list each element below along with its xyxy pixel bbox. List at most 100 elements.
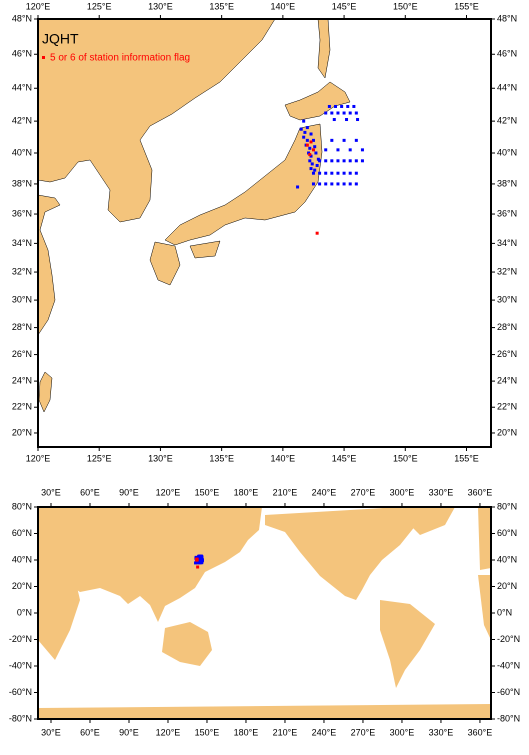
station-point — [336, 171, 340, 175]
x-tick-label: 130°E — [148, 1, 173, 11]
station-point — [348, 159, 352, 163]
station-point — [303, 130, 307, 134]
station-point — [318, 182, 322, 186]
station-point — [302, 119, 306, 123]
x-tick-label: 330°E — [429, 727, 454, 737]
station-point — [342, 171, 346, 175]
station-point — [354, 171, 358, 175]
x-tick-label: 330°E — [429, 487, 454, 497]
station-point — [346, 104, 350, 108]
station-point — [305, 138, 309, 142]
flagged-point — [315, 231, 319, 235]
station-point — [354, 111, 358, 115]
station-point — [313, 145, 317, 149]
y-tick-label: 22°N — [12, 402, 32, 412]
flagged-point — [196, 565, 200, 569]
station-point — [348, 182, 352, 186]
station-point — [324, 182, 328, 186]
x-tick-label: 30°E — [41, 487, 61, 497]
station-point — [360, 148, 364, 152]
x-tick-label: 140°E — [271, 453, 296, 463]
y-tick-label: 40°N — [497, 147, 517, 157]
station-point — [330, 111, 334, 115]
x-tick-label: 60°E — [80, 727, 100, 737]
station-point — [314, 151, 318, 155]
x-tick-label: 270°E — [351, 727, 376, 737]
x-tick-label: 145°E — [332, 1, 357, 11]
y-tick-label: 24°N — [12, 375, 32, 385]
x-tick-label: 145°E — [332, 453, 357, 463]
station-point — [316, 157, 320, 161]
station-point — [194, 555, 198, 559]
station-point — [342, 159, 346, 163]
x-tick-label: 150°E — [393, 1, 418, 11]
station-point — [299, 127, 303, 131]
station-point — [311, 171, 315, 175]
x-tick-label: 120°E — [26, 453, 51, 463]
land-regional — [38, 19, 351, 413]
station-point — [194, 561, 198, 565]
x-tick-label: 155°E — [454, 1, 479, 11]
y-tick-label: 40°N — [12, 554, 32, 564]
map-title: JQHT — [42, 31, 79, 47]
y-tick-label: 42°N — [497, 116, 517, 126]
station-point — [308, 146, 312, 150]
station-point — [318, 159, 322, 163]
station-point — [327, 104, 331, 108]
flagged-point — [309, 140, 313, 144]
station-point — [324, 111, 328, 115]
station-point — [324, 159, 328, 163]
station-point — [315, 163, 319, 167]
x-tick-label: 360°E — [468, 727, 493, 737]
station-point — [348, 111, 352, 115]
x-tick-label: 120°E — [156, 727, 181, 737]
station-point — [348, 148, 352, 152]
x-tick-label: 150°E — [393, 453, 418, 463]
y-tick-label: 28°N — [12, 322, 32, 332]
y-tick-label: 26°N — [497, 349, 517, 359]
station-point — [311, 138, 315, 142]
x-tick-label: 150°E — [195, 727, 220, 737]
y-tick-label: -20°N — [9, 634, 32, 644]
station-point — [340, 104, 344, 108]
y-tick-label: 38°N — [497, 178, 517, 188]
station-point — [330, 171, 334, 175]
station-point — [308, 159, 312, 163]
y-tick-label: 20°N — [497, 581, 517, 591]
station-point — [342, 111, 346, 115]
x-tick-label: 125°E — [87, 453, 112, 463]
flagged-point — [195, 558, 199, 562]
station-point — [354, 182, 358, 186]
y-tick-label: 32°N — [12, 266, 32, 276]
station-point — [348, 171, 352, 175]
y-tick-label: 48°N — [12, 13, 32, 23]
y-tick-label: 60°N — [12, 528, 32, 538]
y-tick-label: 38°N — [12, 178, 32, 188]
x-tick-label: 135°E — [209, 453, 234, 463]
station-point — [336, 159, 340, 163]
x-tick-label: 360°E — [468, 487, 493, 497]
y-tick-label: 46°N — [12, 49, 32, 59]
y-tick-label: -40°N — [497, 660, 520, 670]
y-tick-label: 20°N — [497, 427, 517, 437]
x-tick-label: 90°E — [119, 487, 139, 497]
station-point — [352, 104, 356, 108]
station-point — [334, 104, 338, 108]
y-tick-label: -60°N — [9, 687, 32, 697]
station-point — [313, 168, 317, 172]
station-point — [302, 135, 306, 139]
x-tick-label: 120°E — [26, 1, 51, 11]
x-tick-label: 135°E — [209, 1, 234, 11]
y-tick-label: 30°N — [497, 294, 517, 304]
station-point — [336, 148, 340, 152]
station-point — [345, 118, 349, 122]
station-point — [309, 167, 313, 171]
y-tick-label: 20°N — [12, 427, 32, 437]
station-point — [342, 138, 346, 142]
y-tick-label: 48°N — [497, 13, 517, 23]
x-tick-label: 240°E — [312, 727, 337, 737]
station-point — [336, 111, 340, 115]
station-point — [200, 557, 204, 561]
map-frame — [37, 18, 492, 448]
